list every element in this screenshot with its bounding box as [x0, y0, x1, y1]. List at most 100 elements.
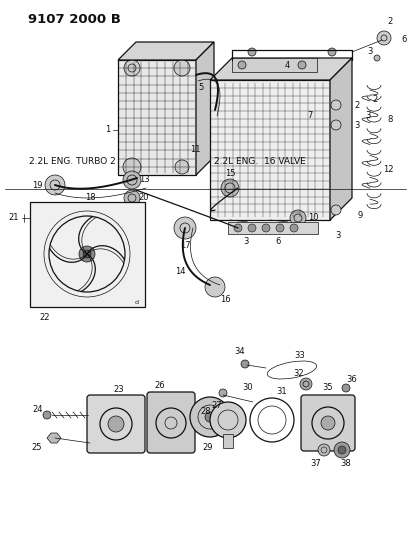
Circle shape	[331, 120, 341, 130]
Text: 14: 14	[175, 268, 185, 277]
Bar	[223, 434, 233, 448]
Text: 2: 2	[388, 18, 393, 27]
Circle shape	[221, 179, 239, 197]
Text: 33: 33	[295, 351, 305, 360]
Circle shape	[300, 378, 312, 390]
Circle shape	[374, 55, 380, 61]
Text: 29: 29	[203, 443, 213, 453]
Text: 38: 38	[341, 459, 351, 469]
Circle shape	[124, 190, 140, 206]
Circle shape	[205, 412, 215, 422]
Circle shape	[248, 224, 256, 232]
Circle shape	[79, 246, 95, 262]
Text: 12: 12	[383, 166, 393, 174]
Circle shape	[175, 160, 189, 174]
Text: 4: 4	[284, 61, 290, 69]
FancyBboxPatch shape	[301, 395, 355, 451]
Bar	[210, 80, 330, 220]
Text: 9107 2000 B: 9107 2000 B	[28, 13, 121, 26]
Circle shape	[43, 411, 51, 419]
Circle shape	[174, 60, 190, 76]
Text: 35: 35	[323, 384, 333, 392]
Text: 18: 18	[85, 193, 95, 203]
FancyBboxPatch shape	[87, 395, 145, 453]
Text: 37: 37	[311, 459, 321, 469]
Text: 31: 31	[277, 387, 287, 397]
Text: 7: 7	[307, 110, 313, 119]
Text: 5: 5	[198, 83, 203, 92]
Text: 20: 20	[139, 193, 149, 203]
Polygon shape	[330, 58, 352, 220]
Text: d: d	[135, 300, 139, 304]
Circle shape	[276, 224, 284, 232]
Circle shape	[190, 397, 230, 437]
Text: 2.2L ENG.  16 VALVE: 2.2L ENG. 16 VALVE	[214, 157, 305, 166]
Text: 6: 6	[401, 36, 407, 44]
Text: 30: 30	[242, 384, 253, 392]
Circle shape	[248, 48, 256, 56]
Polygon shape	[118, 42, 214, 60]
Text: 2.2L ENG. TURBO 2: 2.2L ENG. TURBO 2	[29, 157, 115, 166]
Text: 2: 2	[354, 101, 360, 109]
Circle shape	[377, 31, 391, 45]
Circle shape	[318, 444, 330, 456]
Text: 9: 9	[358, 211, 363, 220]
Text: 10: 10	[308, 214, 318, 222]
Text: 26: 26	[155, 381, 165, 390]
Bar	[228, 222, 318, 234]
Text: 3: 3	[367, 47, 373, 56]
Text: 15: 15	[225, 168, 235, 177]
Polygon shape	[196, 42, 214, 175]
Circle shape	[219, 389, 227, 397]
Text: 21: 21	[9, 214, 19, 222]
Text: 3: 3	[354, 120, 360, 130]
Circle shape	[331, 100, 341, 110]
Text: 36: 36	[346, 376, 358, 384]
Text: 8: 8	[387, 116, 393, 125]
Text: 32: 32	[294, 369, 304, 378]
Text: 16: 16	[220, 295, 230, 304]
Circle shape	[234, 224, 242, 232]
Circle shape	[290, 210, 306, 226]
Circle shape	[321, 416, 335, 430]
Circle shape	[331, 205, 341, 215]
Text: 3: 3	[335, 230, 341, 239]
Text: 6: 6	[275, 238, 281, 246]
Circle shape	[342, 384, 350, 392]
Circle shape	[108, 416, 124, 432]
Circle shape	[174, 217, 196, 239]
Text: 3: 3	[365, 110, 371, 119]
Circle shape	[83, 250, 91, 258]
Text: 22: 22	[40, 312, 50, 321]
Text: 25: 25	[32, 443, 42, 453]
Bar	[30, 202, 145, 307]
Circle shape	[338, 446, 346, 454]
Circle shape	[262, 224, 270, 232]
Text: 1: 1	[105, 125, 111, 134]
Text: 27: 27	[212, 400, 222, 409]
Text: 11: 11	[190, 146, 200, 155]
Circle shape	[328, 48, 336, 56]
Text: 19: 19	[32, 181, 42, 190]
FancyBboxPatch shape	[147, 392, 195, 453]
Circle shape	[334, 442, 350, 458]
Text: 3: 3	[243, 238, 249, 246]
Circle shape	[205, 277, 225, 297]
Circle shape	[210, 402, 246, 438]
Circle shape	[298, 61, 306, 69]
Text: 28: 28	[201, 408, 211, 416]
Polygon shape	[210, 58, 352, 80]
Text: 17: 17	[180, 241, 190, 251]
Text: 34: 34	[235, 348, 245, 357]
Circle shape	[45, 175, 65, 195]
Polygon shape	[47, 433, 61, 443]
Circle shape	[241, 360, 249, 368]
Text: 24: 24	[33, 406, 43, 415]
Text: 2: 2	[372, 95, 378, 104]
Circle shape	[124, 60, 140, 76]
Circle shape	[290, 224, 298, 232]
Text: 23: 23	[114, 385, 124, 394]
Circle shape	[123, 158, 141, 176]
Bar	[118, 60, 196, 175]
Text: 13: 13	[139, 175, 149, 184]
